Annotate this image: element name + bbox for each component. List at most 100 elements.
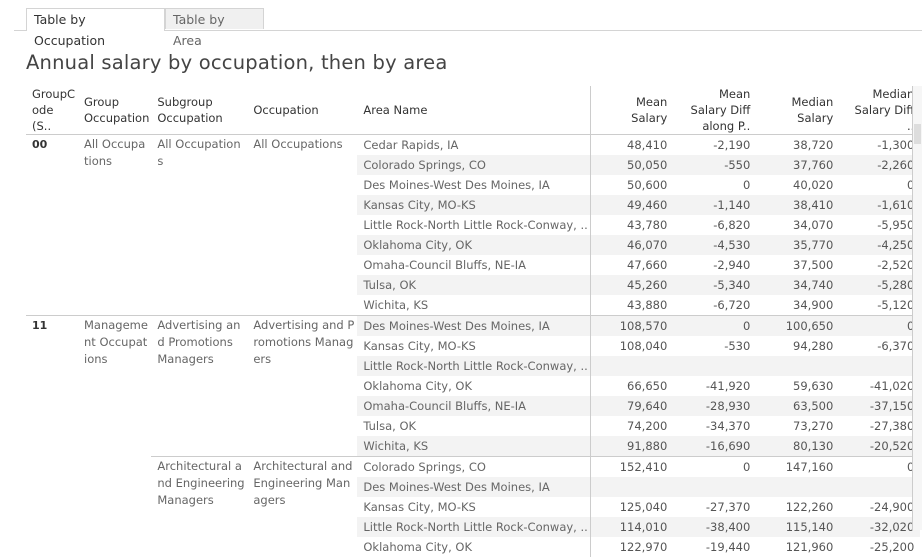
mean-salary-diff-cell bbox=[673, 477, 756, 497]
tab-table-by-area[interactable]: Table by Area bbox=[165, 8, 264, 29]
mean-salary-cell: 74,200 bbox=[590, 416, 673, 436]
median-salary-cell: 35,770 bbox=[756, 235, 839, 255]
area-name-cell: Little Rock-North Little Rock-Conway, .. bbox=[357, 356, 590, 376]
area-name-cell: Kansas City, MO-KS bbox=[357, 336, 590, 356]
median-salary-diff-cell: -41,020 bbox=[839, 376, 920, 396]
group-code-cell: 11 bbox=[26, 316, 78, 557]
mean-salary-diff-cell: -38,400 bbox=[673, 517, 756, 537]
mean-salary-diff-cell: -28,930 bbox=[673, 396, 756, 416]
mean-salary-diff-cell: -5,340 bbox=[673, 275, 756, 295]
area-name-cell: Cedar Rapids, IA bbox=[357, 135, 590, 156]
median-salary-cell: 37,500 bbox=[756, 255, 839, 275]
median-salary-diff-cell: -5,950 bbox=[839, 215, 920, 235]
area-name-cell: Omaha-Council Bluffs, NE-IA bbox=[357, 396, 590, 416]
sheet-tabs: Table by Occupation Table by Area bbox=[14, 8, 922, 31]
mean-salary-cell: 79,640 bbox=[590, 396, 673, 416]
mean-salary-diff-cell: -1,140 bbox=[673, 195, 756, 215]
median-salary-cell: 121,960 bbox=[756, 537, 839, 557]
header-row: GroupC ode (S.. Group Occupation Subgrou… bbox=[26, 86, 920, 135]
area-name-cell: Tulsa, OK bbox=[357, 416, 590, 436]
mean-salary-cell: 125,040 bbox=[590, 497, 673, 517]
col-header-occupation[interactable]: Occupation bbox=[247, 86, 357, 135]
mean-salary-cell: 50,600 bbox=[590, 175, 673, 195]
area-name-cell: Colorado Springs, CO bbox=[357, 457, 590, 478]
median-salary-cell: 100,650 bbox=[756, 316, 839, 337]
group-code-cell: 00 bbox=[26, 135, 78, 316]
mean-salary-diff-cell: 0 bbox=[673, 316, 756, 337]
median-salary-cell: 37,760 bbox=[756, 155, 839, 175]
mean-salary-cell: 108,040 bbox=[590, 336, 673, 356]
median-salary-diff-cell: -32,020 bbox=[839, 517, 920, 537]
area-name-cell: Omaha-Council Bluffs, NE-IA bbox=[357, 255, 590, 275]
mean-salary-cell: 47,660 bbox=[590, 255, 673, 275]
mean-salary-cell: 50,050 bbox=[590, 155, 673, 175]
median-salary-diff-cell bbox=[839, 356, 920, 376]
median-salary-cell: 59,630 bbox=[756, 376, 839, 396]
median-salary-cell: 38,410 bbox=[756, 195, 839, 215]
median-salary-cell bbox=[756, 477, 839, 497]
mean-salary-cell: 114,010 bbox=[590, 517, 673, 537]
col-header-group-occupation[interactable]: Group Occupation bbox=[78, 86, 151, 135]
median-salary-diff-cell: -25,200 bbox=[839, 537, 920, 557]
median-salary-diff-cell: -5,120 bbox=[839, 295, 920, 316]
mean-salary-diff-cell: 0 bbox=[673, 175, 756, 195]
mean-salary-diff-cell: -2,940 bbox=[673, 255, 756, 275]
median-salary-cell: 63,500 bbox=[756, 396, 839, 416]
mean-salary-cell: 45,260 bbox=[590, 275, 673, 295]
subgroup-occupation-cell: Advertising and Promotions Managers bbox=[151, 316, 247, 457]
median-salary-diff-cell: -1,300 bbox=[839, 135, 920, 156]
col-header-area-name[interactable]: Area Name bbox=[357, 86, 590, 135]
mean-salary-cell: 91,880 bbox=[590, 436, 673, 457]
median-salary-diff-cell: 0 bbox=[839, 316, 920, 337]
col-header-median-salary-diff[interactable]: Median Salary Diff .. bbox=[839, 86, 920, 135]
col-header-median-salary[interactable]: Median Salary bbox=[756, 86, 839, 135]
median-salary-cell: 122,260 bbox=[756, 497, 839, 517]
median-salary-cell: 34,900 bbox=[756, 295, 839, 316]
median-salary-diff-cell: -6,370 bbox=[839, 336, 920, 356]
mean-salary-cell bbox=[590, 356, 673, 376]
tab-table-by-occupation[interactable]: Table by Occupation bbox=[26, 8, 165, 31]
median-salary-cell: 147,160 bbox=[756, 457, 839, 478]
area-name-cell: Des Moines-West Des Moines, IA bbox=[357, 477, 590, 497]
area-name-cell: Little Rock-North Little Rock-Conway, .. bbox=[357, 517, 590, 537]
median-salary-diff-cell: -5,280 bbox=[839, 275, 920, 295]
median-salary-diff-cell: -24,900 bbox=[839, 497, 920, 517]
col-header-group-code[interactable]: GroupC ode (S.. bbox=[26, 86, 78, 135]
area-name-cell: Kansas City, MO-KS bbox=[357, 195, 590, 215]
median-salary-cell: 34,740 bbox=[756, 275, 839, 295]
median-salary-cell: 38,720 bbox=[756, 135, 839, 156]
page-title: Annual salary by occupation, then by are… bbox=[26, 51, 448, 74]
salary-table: GroupC ode (S.. Group Occupation Subgrou… bbox=[26, 86, 920, 557]
median-salary-cell: 80,130 bbox=[756, 436, 839, 457]
subgroup-occupation-cell: Architectural and Engineering Managers bbox=[151, 457, 247, 557]
median-salary-cell: 73,270 bbox=[756, 416, 839, 436]
median-salary-diff-cell: 0 bbox=[839, 175, 920, 195]
area-name-cell: Wichita, KS bbox=[357, 436, 590, 457]
mean-salary-diff-cell: -34,370 bbox=[673, 416, 756, 436]
subgroup-occupation-cell: All Occupations bbox=[151, 135, 247, 316]
occupation-cell: Advertising and Promotions Managers bbox=[247, 316, 357, 457]
col-header-mean-salary-diff[interactable]: Mean Salary Diff along P.. bbox=[673, 86, 756, 135]
area-name-cell: Oklahoma City, OK bbox=[357, 376, 590, 396]
col-header-subgroup-occupation[interactable]: Subgroup Occupation bbox=[151, 86, 247, 135]
median-salary-cell: 40,020 bbox=[756, 175, 839, 195]
occupation-cell: All Occupations bbox=[247, 135, 357, 316]
area-name-cell: Oklahoma City, OK bbox=[357, 537, 590, 557]
median-salary-diff-cell: -2,520 bbox=[839, 255, 920, 275]
mean-salary-cell: 48,410 bbox=[590, 135, 673, 156]
group-occupation-cell: Management Occupations bbox=[78, 316, 151, 557]
mean-salary-cell: 46,070 bbox=[590, 235, 673, 255]
median-salary-diff-cell: 0 bbox=[839, 457, 920, 478]
scrollbar-thumb[interactable] bbox=[914, 124, 921, 144]
median-salary-cell: 115,140 bbox=[756, 517, 839, 537]
mean-salary-cell: 49,460 bbox=[590, 195, 673, 215]
median-salary-cell bbox=[756, 356, 839, 376]
area-name-cell: Wichita, KS bbox=[357, 295, 590, 316]
median-salary-diff-cell: -1,610 bbox=[839, 195, 920, 215]
mean-salary-diff-cell: 0 bbox=[673, 457, 756, 478]
col-header-mean-salary[interactable]: Mean Salary bbox=[590, 86, 673, 135]
vertical-scrollbar[interactable] bbox=[912, 86, 922, 530]
area-name-cell: Des Moines-West Des Moines, IA bbox=[357, 175, 590, 195]
